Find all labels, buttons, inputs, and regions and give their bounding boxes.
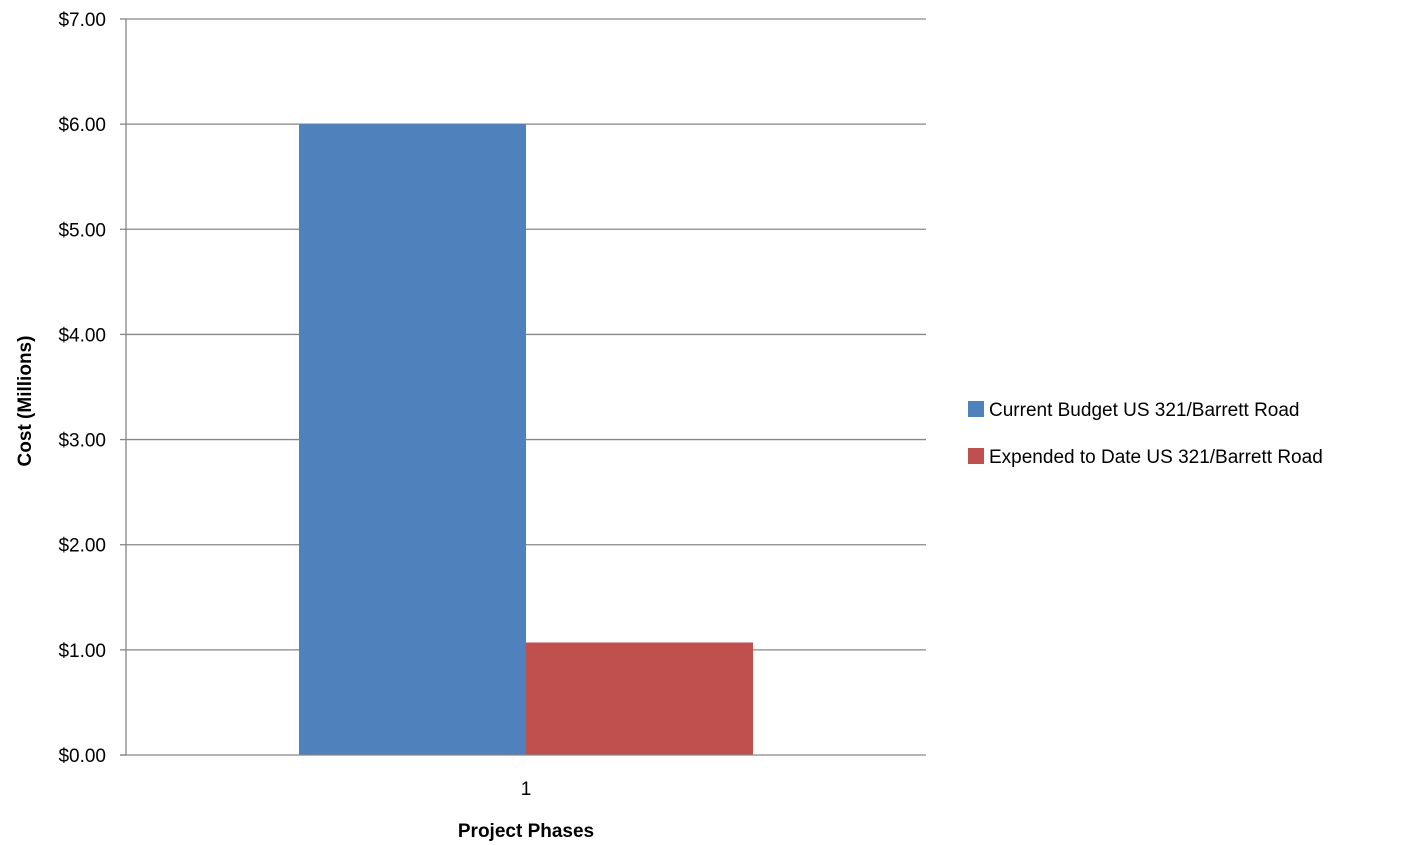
legend-label: Current Budget US 321/Barrett Road: [989, 400, 1300, 421]
y-tick-label: $1.00: [58, 641, 106, 662]
y-tick-label: $2.00: [58, 536, 106, 557]
y-axis-title: Cost (Millions): [15, 336, 36, 467]
legend: Current Budget US 321/Barrett Road Expend…: [968, 400, 1323, 468]
y-tick-label: $3.00: [58, 431, 106, 452]
x-axis-title: Project Phases: [458, 821, 594, 842]
axes: [120, 18, 926, 756]
legend-label: Expended to Date US 321/Barrett Road: [989, 447, 1323, 468]
legend-swatch: [968, 401, 984, 417]
bar-expended-to-date: [526, 642, 753, 755]
y-tick-label: $4.00: [58, 325, 106, 346]
bar-current-budget: [299, 124, 526, 755]
x-tick-labels: 1: [521, 779, 532, 800]
y-tick-label: $7.00: [58, 10, 106, 31]
y-tick-label: $5.00: [58, 220, 106, 241]
y-tick-label: $0.00: [58, 746, 106, 767]
legend-swatch: [968, 448, 984, 464]
y-tick-labels: $0.00 $1.00 $2.00 $3.00 $4.00 $5.00 $6.00 $7.00: [58, 10, 106, 767]
y-tick-label: $6.00: [58, 115, 106, 136]
bars: [299, 124, 753, 755]
x-tick-label: 1: [521, 779, 532, 800]
